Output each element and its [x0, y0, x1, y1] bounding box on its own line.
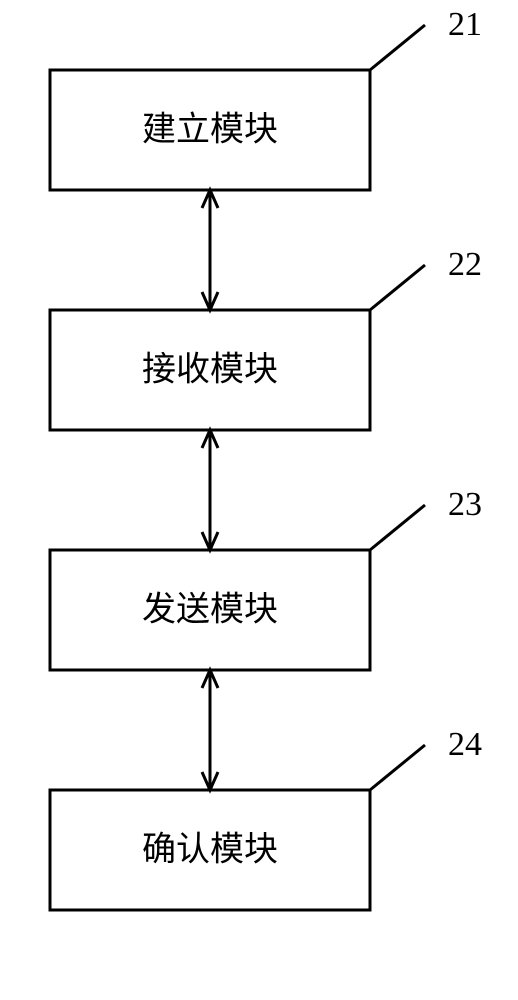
- module-label: 接收模块: [142, 351, 278, 389]
- connector: [202, 670, 218, 790]
- module-box: 确认模块 24: [50, 726, 482, 910]
- module-box: 建立模块 21: [50, 6, 482, 190]
- ref-leader-line: [370, 265, 425, 310]
- connector: [202, 430, 218, 550]
- ref-number: 22: [448, 246, 482, 283]
- ref-leader-line: [370, 745, 425, 790]
- module-box: 发送模块 23: [50, 486, 482, 670]
- diagram-canvas: 建立模块 21 接收模块 22 发送模块 23 确认模块 24: [0, 0, 518, 1000]
- module-box: 接收模块 22: [50, 246, 482, 430]
- ref-number: 21: [448, 6, 482, 43]
- module-label: 确认模块: [142, 831, 278, 869]
- module-label: 建立模块: [142, 111, 278, 149]
- module-label: 发送模块: [142, 591, 278, 629]
- ref-leader-line: [370, 25, 425, 70]
- ref-leader-line: [370, 505, 425, 550]
- connector: [202, 190, 218, 310]
- ref-number: 23: [448, 486, 482, 523]
- ref-number: 24: [448, 726, 482, 763]
